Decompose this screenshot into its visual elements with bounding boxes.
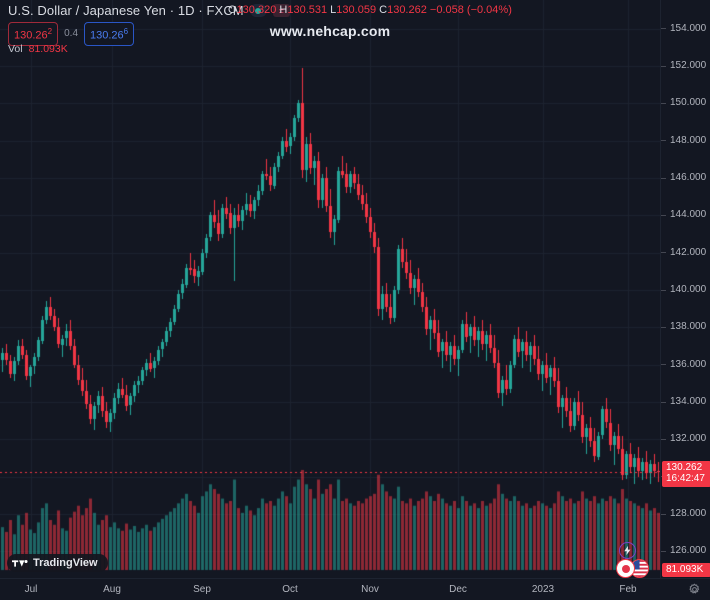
price-axis-tick: 140.000 (661, 284, 710, 295)
time-axis[interactable]: Jul Aug Sep Oct Nov Dec 2023 Feb (0, 578, 710, 600)
current-price-line (0, 0, 660, 578)
time-axis-tick: Oct (282, 584, 298, 595)
tradingview-logo[interactable]: TradingView (7, 554, 108, 572)
price-axis-tick: 154.000 (661, 23, 710, 34)
price-axis-tick: 144.000 (661, 209, 710, 220)
time-axis-tick: Aug (103, 584, 121, 595)
time-axis-tick: Sep (193, 584, 211, 595)
price-axis-tick: 138.000 (661, 321, 710, 332)
price-axis-tick: 128.000 (661, 508, 710, 519)
currency-pair-flags[interactable] (616, 559, 654, 578)
price-axis-tick: 150.000 (661, 97, 710, 108)
time-axis-tick: 2023 (531, 584, 555, 595)
japan-flag-icon (616, 559, 635, 578)
price-axis-tick: 134.000 (661, 396, 710, 407)
chart-plot-area[interactable] (0, 0, 660, 578)
time-axis-tick: Feb (619, 584, 637, 595)
time-axis-tick: Dec (449, 584, 467, 595)
price-axis-tick: 146.000 (661, 172, 710, 183)
price-axis-tick: 152.000 (661, 60, 710, 71)
current-price-time: 16:42:47 (666, 473, 705, 484)
tradingview-logo-icon (12, 559, 28, 567)
current-volume-badge: 81.093K (662, 563, 710, 577)
price-axis-tick: 132.000 (661, 433, 710, 444)
gear-icon[interactable] (688, 583, 701, 596)
time-axis-tick: Nov (361, 584, 379, 595)
tradingview-logo-text: TradingView (33, 557, 98, 569)
current-price-badge: 130.262 16:42:47 (662, 460, 710, 487)
usa-flag-icon (630, 559, 649, 578)
time-axis-tick: Jul (24, 584, 38, 595)
current-price-value: 130.262 (666, 461, 703, 473)
price-axis-tick: 142.000 (661, 247, 710, 258)
lightning-bolt-icon[interactable] (619, 542, 636, 559)
price-axis[interactable]: 126.000128.000130.000132.000134.000136.0… (660, 0, 710, 578)
price-axis-tick: 136.000 (661, 359, 710, 370)
price-axis-tick: 148.000 (661, 135, 710, 146)
price-axis-tick: 126.000 (661, 545, 710, 556)
